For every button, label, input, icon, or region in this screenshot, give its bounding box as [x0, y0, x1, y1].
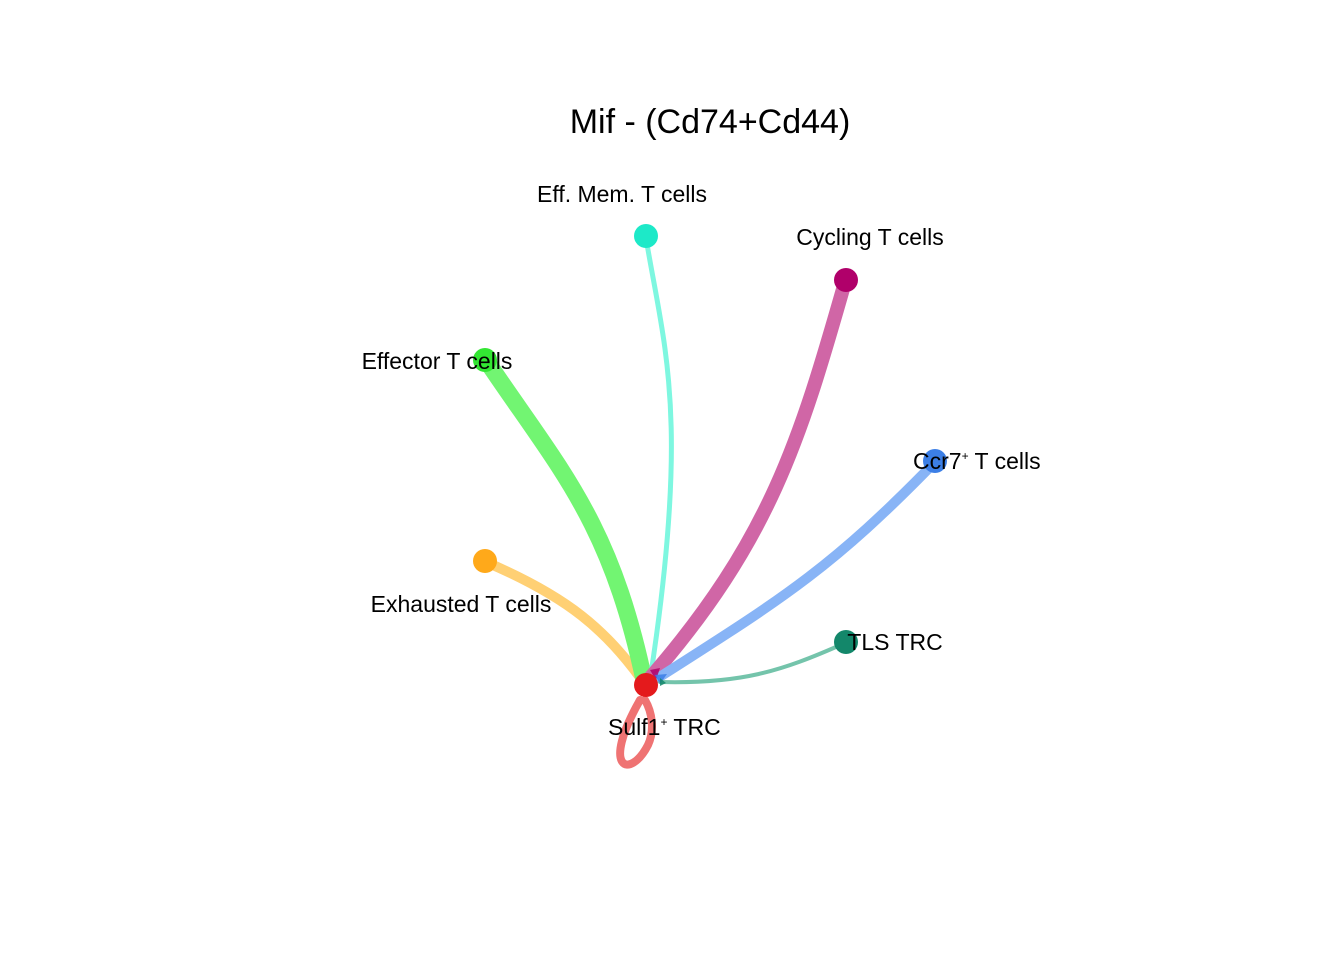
node-tls — [834, 630, 858, 654]
edges — [477, 241, 939, 769]
label-cycling: Cycling T cells — [796, 224, 943, 250]
arrowhead-cycling — [650, 668, 660, 680]
node-labels: Eff. Mem. T cells Cycling T cells Effect… — [362, 181, 1041, 740]
node-effector — [473, 348, 497, 372]
node-ccr7 — [923, 449, 947, 473]
label-sulf1-rest: TRC — [667, 714, 720, 740]
label-sulf1: Sulf1+ TRC — [608, 714, 721, 740]
label-effector: Effector T cells — [362, 348, 513, 374]
node-sulf1 — [634, 673, 658, 697]
label-ccr7-rest: T cells — [969, 448, 1041, 474]
edge-sulf1-self-loop — [616, 696, 656, 769]
node-effmem — [634, 224, 658, 248]
diagram-title: Mif - (Cd74+Cd44) — [570, 103, 851, 141]
edge-exhausted-to-sulf1 — [481, 557, 647, 685]
label-ccr7-sup: + — [962, 449, 969, 463]
label-sulf1-sup: + — [660, 715, 667, 729]
node-exhausted — [473, 549, 497, 573]
label-ccr7: Ccr7+ T cells — [913, 448, 1041, 474]
edge-tls-to-sulf1 — [658, 641, 847, 685]
node-cycling — [834, 268, 858, 292]
arrowhead-tls — [660, 678, 666, 686]
edge-ccr7-to-sulf1 — [653, 458, 939, 683]
edge-cycling-to-sulf1 — [643, 275, 852, 685]
label-exhausted: Exhausted T cells — [371, 591, 552, 617]
label-effmem: Eff. Mem. T cells — [537, 181, 707, 207]
label-tls: TLS TRC — [847, 629, 942, 655]
nodes — [473, 224, 947, 697]
label-sulf1-main: Sulf1 — [608, 714, 660, 740]
edge-effector-to-sulf1 — [477, 351, 653, 689]
edge-effmem-to-sulf1 — [644, 241, 674, 683]
label-ccr7-main: Ccr7 — [913, 448, 962, 474]
arrow-markers — [650, 668, 667, 686]
